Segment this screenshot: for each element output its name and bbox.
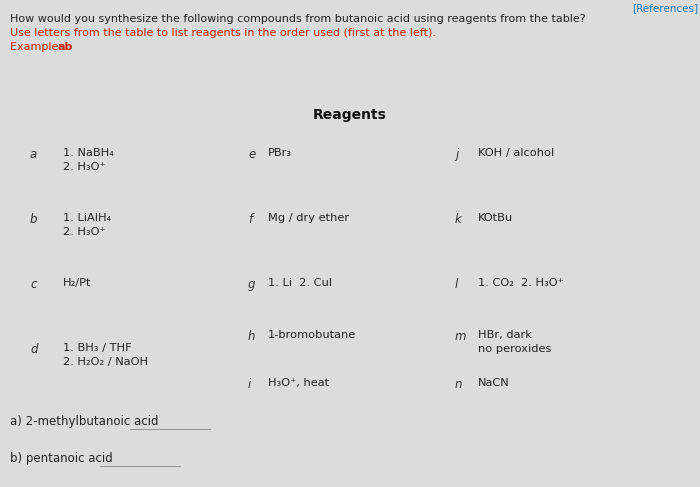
Text: n: n: [455, 378, 463, 391]
Text: H₂/Pt: H₂/Pt: [63, 278, 92, 288]
Text: h: h: [248, 330, 256, 343]
Text: c: c: [30, 278, 36, 291]
Text: 1. Li  2. CuI: 1. Li 2. CuI: [268, 278, 332, 288]
Text: i: i: [248, 378, 251, 391]
Text: b: b: [30, 213, 38, 226]
Text: e: e: [248, 148, 256, 161]
Text: a: a: [30, 148, 37, 161]
Text: 2. H₃O⁺: 2. H₃O⁺: [63, 162, 106, 172]
Text: 1. BH₃ / THF: 1. BH₃ / THF: [63, 343, 132, 353]
Text: l: l: [455, 278, 458, 291]
Text: 1. CO₂  2. H₃O⁺: 1. CO₂ 2. H₃O⁺: [478, 278, 564, 288]
Text: a) 2-methylbutanoic acid: a) 2-methylbutanoic acid: [10, 415, 158, 428]
Text: b) pentanoic acid: b) pentanoic acid: [10, 452, 113, 465]
Text: m: m: [455, 330, 466, 343]
Text: Use letters from the table to list reagents in the order used (first at the left: Use letters from the table to list reage…: [10, 28, 436, 38]
Text: H₃O⁺, heat: H₃O⁺, heat: [268, 378, 329, 388]
Text: [References]: [References]: [632, 3, 698, 13]
Text: k: k: [455, 213, 462, 226]
Text: HBr, dark: HBr, dark: [478, 330, 532, 340]
Text: KOH / alcohol: KOH / alcohol: [478, 148, 554, 158]
Text: f: f: [248, 213, 252, 226]
Text: KOtBu: KOtBu: [478, 213, 513, 223]
Text: PBr₃: PBr₃: [268, 148, 292, 158]
Text: j: j: [455, 148, 458, 161]
Text: 1-bromobutane: 1-bromobutane: [268, 330, 356, 340]
Text: NaCN: NaCN: [478, 378, 510, 388]
Text: 1. NaBH₄: 1. NaBH₄: [63, 148, 113, 158]
Text: Example:: Example:: [10, 42, 66, 52]
Text: 2. H₂O₂ / NaOH: 2. H₂O₂ / NaOH: [63, 357, 148, 367]
Text: 1. LiAlH₄: 1. LiAlH₄: [63, 213, 111, 223]
Text: no peroxides: no peroxides: [478, 344, 552, 354]
Text: 2. H₃O⁺: 2. H₃O⁺: [63, 227, 106, 237]
Text: ab: ab: [58, 42, 74, 52]
Text: g: g: [248, 278, 256, 291]
Text: Reagents: Reagents: [313, 108, 387, 122]
Text: d: d: [30, 343, 38, 356]
Text: Mg / dry ether: Mg / dry ether: [268, 213, 349, 223]
Text: How would you synthesize the following compounds from butanoic acid using reagen: How would you synthesize the following c…: [10, 14, 586, 24]
